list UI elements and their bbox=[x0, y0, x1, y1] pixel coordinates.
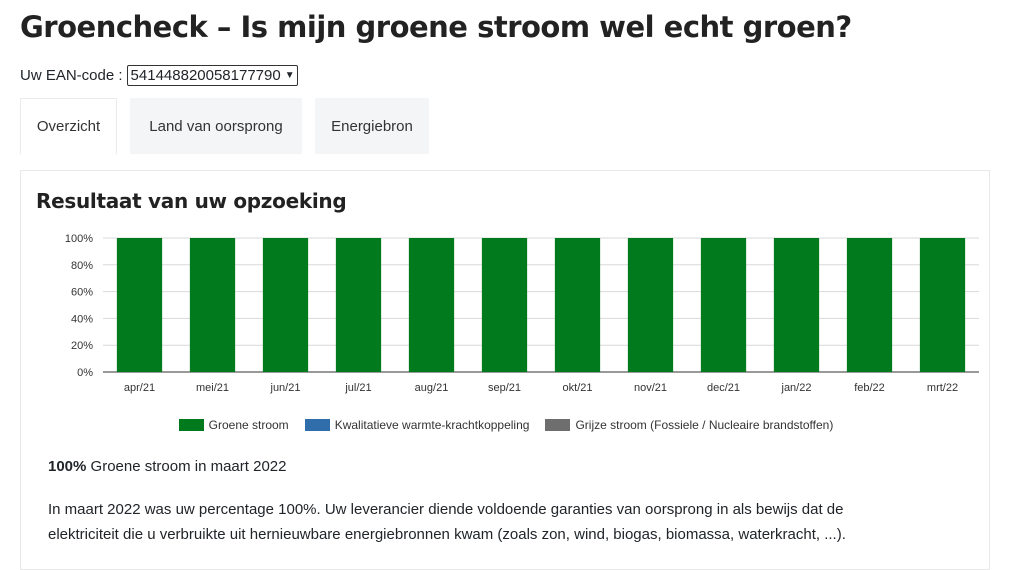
bar bbox=[262, 238, 309, 372]
description-line: elektriciteit die u verbruikte uit herni… bbox=[48, 526, 846, 543]
legend-swatch bbox=[178, 419, 204, 431]
description-line: In maart 2022 was uw percentage 100%. Uw… bbox=[48, 501, 844, 518]
legend-label: Kwalitatieve warmte-krachtkoppeling bbox=[334, 418, 530, 432]
tab-label: Energiebron bbox=[331, 117, 413, 135]
legend-swatch bbox=[304, 419, 330, 431]
result-title: Resultaat van uw opzoeking bbox=[36, 189, 347, 213]
x-tick-label: feb/22 bbox=[854, 382, 885, 394]
x-tick-label: jul/21 bbox=[344, 382, 371, 394]
ean-row: Uw EAN-code : 541448820058177790 ▼ bbox=[20, 65, 298, 86]
bar bbox=[919, 238, 966, 372]
tab-label: Overzicht bbox=[36, 118, 101, 135]
bar bbox=[773, 238, 820, 372]
x-tick-label: sep/21 bbox=[488, 382, 521, 394]
x-tick-label: jan/22 bbox=[781, 382, 812, 394]
summary-percentage: 100% bbox=[48, 458, 87, 475]
x-tick-label: aug/21 bbox=[415, 382, 449, 394]
bar bbox=[627, 238, 674, 372]
x-tick-label: jun/21 bbox=[270, 382, 301, 394]
legend-item[interactable]: Groene stroom bbox=[178, 418, 289, 432]
tab-overzicht[interactable]: Overzicht bbox=[20, 98, 117, 154]
bar bbox=[335, 238, 382, 372]
legend-label: Grijze stroom (Fossiele / Nucleaire bran… bbox=[575, 418, 834, 432]
summary-text: Groene stroom in maart 2022 bbox=[86, 458, 287, 475]
x-tick-label: apr/21 bbox=[124, 382, 155, 394]
tab-energiebron[interactable]: Energiebron bbox=[315, 98, 429, 154]
result-summary: 100% Groene stroom in maart 2022 bbox=[48, 458, 286, 475]
ean-select-value: 541448820058177790 bbox=[130, 67, 281, 84]
bar bbox=[408, 238, 455, 372]
legend-swatch bbox=[545, 419, 571, 431]
bar bbox=[116, 238, 163, 372]
bar bbox=[481, 238, 528, 372]
y-tick-label: 40% bbox=[71, 313, 93, 325]
bar bbox=[846, 238, 893, 372]
y-tick-label: 100% bbox=[65, 233, 93, 245]
bar bbox=[554, 238, 601, 372]
result-card: Resultaat van uw opzoeking 0% 20% 40% 60% 80… bbox=[20, 170, 990, 570]
y-tick-label: 0% bbox=[77, 367, 93, 379]
ean-label: Uw EAN-code : bbox=[20, 67, 123, 84]
tab-label: Land van oorsprong bbox=[149, 117, 283, 135]
bar bbox=[700, 238, 747, 372]
bar bbox=[189, 238, 236, 372]
x-tick-label: okt/21 bbox=[563, 382, 593, 394]
y-tick-label: 60% bbox=[71, 287, 93, 299]
legend-item[interactable]: Grijze stroom (Fossiele / Nucleaire bran… bbox=[545, 418, 833, 432]
legend-item[interactable]: Kwalitatieve warmte-krachtkoppeling bbox=[304, 418, 530, 432]
y-tick-label: 20% bbox=[71, 340, 93, 352]
bar-chart: 0% 20% 40% 60% 80% 100% apr/21 mei/21 jun/21 jul/… bbox=[65, 233, 979, 394]
tab-land-van-oorsprong[interactable]: Land van oorsprong bbox=[130, 98, 302, 154]
x-tick-label: dec/21 bbox=[707, 382, 740, 394]
legend-label: Groene stroom bbox=[208, 418, 289, 432]
y-tick-label: 80% bbox=[71, 260, 93, 272]
chart-legend: Groene stroom Kwalitatieve warmte-krachtk… bbox=[21, 418, 991, 432]
x-tick-label: mei/21 bbox=[196, 382, 229, 394]
x-tick-label: mrt/22 bbox=[927, 382, 958, 394]
x-tick-label: nov/21 bbox=[634, 382, 667, 394]
result-description: In maart 2022 was uw percentage 100%. Uw… bbox=[48, 497, 948, 547]
page-title: Groencheck – Is mijn groene stroom wel e… bbox=[20, 10, 852, 44]
ean-select[interactable]: 541448820058177790 ▼ bbox=[126, 65, 298, 86]
chevron-down-icon: ▼ bbox=[284, 70, 295, 81]
